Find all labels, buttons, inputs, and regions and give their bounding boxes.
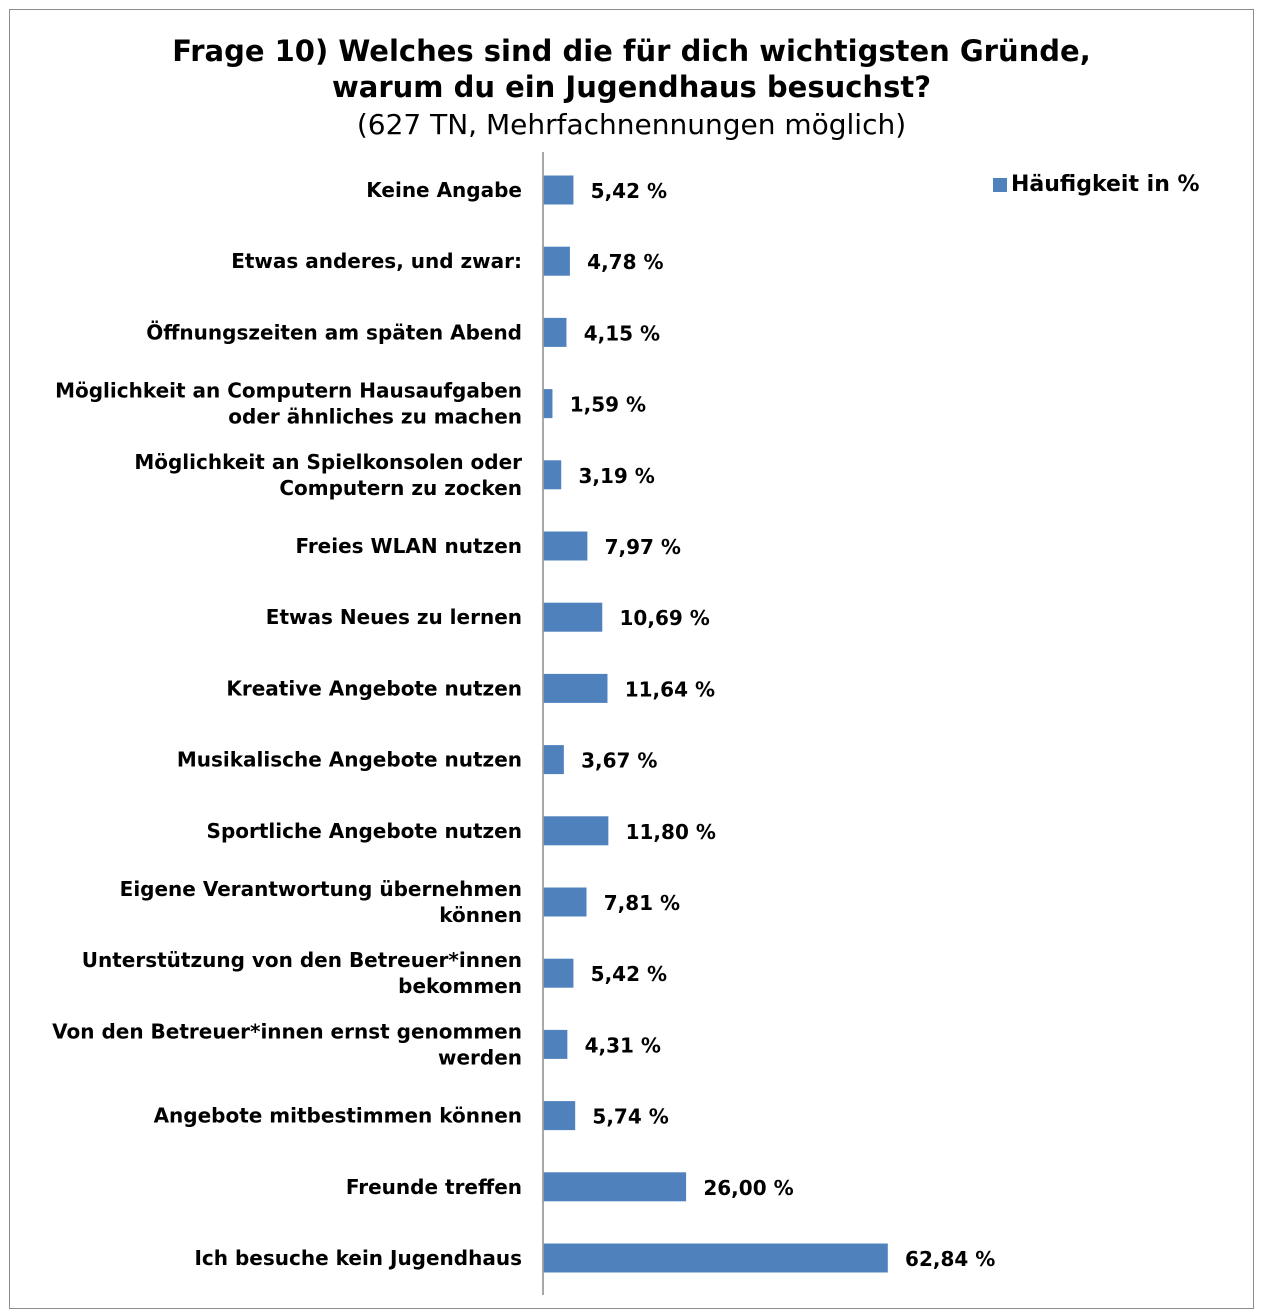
bar-13 [543,1029,568,1059]
bar-2 [543,246,570,276]
value-label-3: 4,15 % [584,321,660,345]
category-label-line: bekommen [398,974,522,998]
category-label-line: Eigene Verantwortung übernehmen [120,877,522,901]
category-label-line: Unterstützung von den Betreuer*innen [82,948,522,972]
category-label-7: Etwas Neues zu lernen [266,605,522,629]
category-label-8: Kreative Angebote nutzen [226,676,522,700]
category-label-13: Von den Betreuer*innen ernst genommen wer… [52,1019,522,1069]
value-label-16: 62,84 % [905,1247,995,1271]
value-label-15: 26,00 % [703,1176,793,1200]
category-label-6: Freies WLAN nutzen [295,534,522,558]
value-label-12: 5,42 % [591,962,667,986]
value-label-5: 3,19 % [578,464,654,488]
bar-8 [543,673,608,703]
bar-15 [543,1172,687,1202]
category-label-line: Etwas Neues zu lernen [266,605,522,629]
category-label-3: Öffnungszeiten am späten Abend [146,320,522,344]
value-label-10: 11,80 % [626,820,716,844]
bar-7 [543,602,603,632]
value-label-4: 1,59 % [570,393,646,417]
value-label-7: 10,69 % [620,606,710,630]
category-label-line: Computern zu zocken [279,476,522,500]
legend-swatch [993,177,1007,192]
chart-subtitle: (627 TN, Mehrfachnennungen möglich) [356,108,907,141]
value-label-13: 4,31 % [585,1033,661,1057]
chart-title-line2: warum du ein Jugendhaus besuchst? [331,70,932,104]
bar-10 [543,816,609,846]
value-label-8: 11,64 % [625,677,715,701]
bar-6 [543,531,588,561]
category-label-2: Etwas anderes, und zwar: [231,249,522,273]
value-label-6: 7,97 % [605,535,681,559]
category-label-14: Angebote mitbestimmen können [154,1104,522,1128]
category-label-line: Von den Betreuer*innen ernst genommen [52,1019,522,1043]
bar-1 [543,175,574,205]
category-label-line: Freies WLAN nutzen [295,534,522,558]
chart-title: Frage 10) Welches sind die für dich wich… [172,34,1091,68]
bar-4 [543,389,553,419]
bar-9 [543,745,564,775]
value-label-1: 5,42 % [591,179,667,203]
category-label-16: Ich besuche kein Jugendhaus [194,1246,522,1270]
category-label-5: Möglichkeit an Spielkonsolen oder Compute… [134,450,522,500]
category-label-1: Keine Angabe [366,178,522,202]
category-label-10: Sportliche Angebote nutzen [207,819,522,843]
bar-14 [543,1101,576,1131]
value-label-2: 4,78 % [587,250,663,274]
category-label-line: können [439,903,522,927]
value-label-11: 7,81 % [604,891,680,915]
category-label-line: Kreative Angebote nutzen [226,676,522,700]
category-label-11: Eigene Verantwortung übernehmen können [120,877,522,927]
category-label-15: Freunde treffen [346,1175,522,1199]
category-label-line: Sportliche Angebote nutzen [207,819,522,843]
category-label-line: Öffnungszeiten am späten Abend [146,320,522,344]
chart-frame [9,9,1254,1309]
bar-group [543,175,888,1273]
category-label-line: Möglichkeit an Spielkonsolen oder [134,450,522,474]
category-label-12: Unterstützung von den Betreuer*innen beko… [82,948,522,998]
category-label-line: Freunde treffen [346,1175,522,1199]
value-labels: 5,42 % 4,78 % 4,15 % 1,59 % 3,19 % 7,97 % 10,6… [570,179,996,1271]
category-labels: Keine Angabe Etwas anderes, und zwar: Öffn… [52,178,522,1270]
category-label-line: Angebote mitbestimmen können [154,1104,522,1128]
category-label-line: Möglichkeit an Computern Hausaufgaben [55,379,522,403]
bar-16 [543,1243,888,1273]
bar-11 [543,887,587,917]
category-label-4: Möglichkeit an Computern Hausaufgaben ode… [55,379,522,429]
value-label-14: 5,74 % [592,1105,668,1129]
category-label-line: Musikalische Angebote nutzen [177,748,522,772]
category-label-line: werden [438,1045,522,1069]
category-label-line: Etwas anderes, und zwar: [231,249,522,273]
category-label-line: Ich besuche kein Jugendhaus [194,1246,522,1270]
category-label-line: oder ähnliches zu machen [228,405,522,429]
bar-12 [543,958,574,988]
legend-label: Häufigkeit in % [1011,172,1200,197]
legend: Häufigkeit in % [993,172,1200,197]
value-label-9: 3,67 % [581,749,657,773]
category-label-9: Musikalische Angebote nutzen [177,748,522,772]
category-label-line: Keine Angabe [366,178,522,202]
bar-5 [543,460,562,490]
bar-3 [543,317,567,347]
